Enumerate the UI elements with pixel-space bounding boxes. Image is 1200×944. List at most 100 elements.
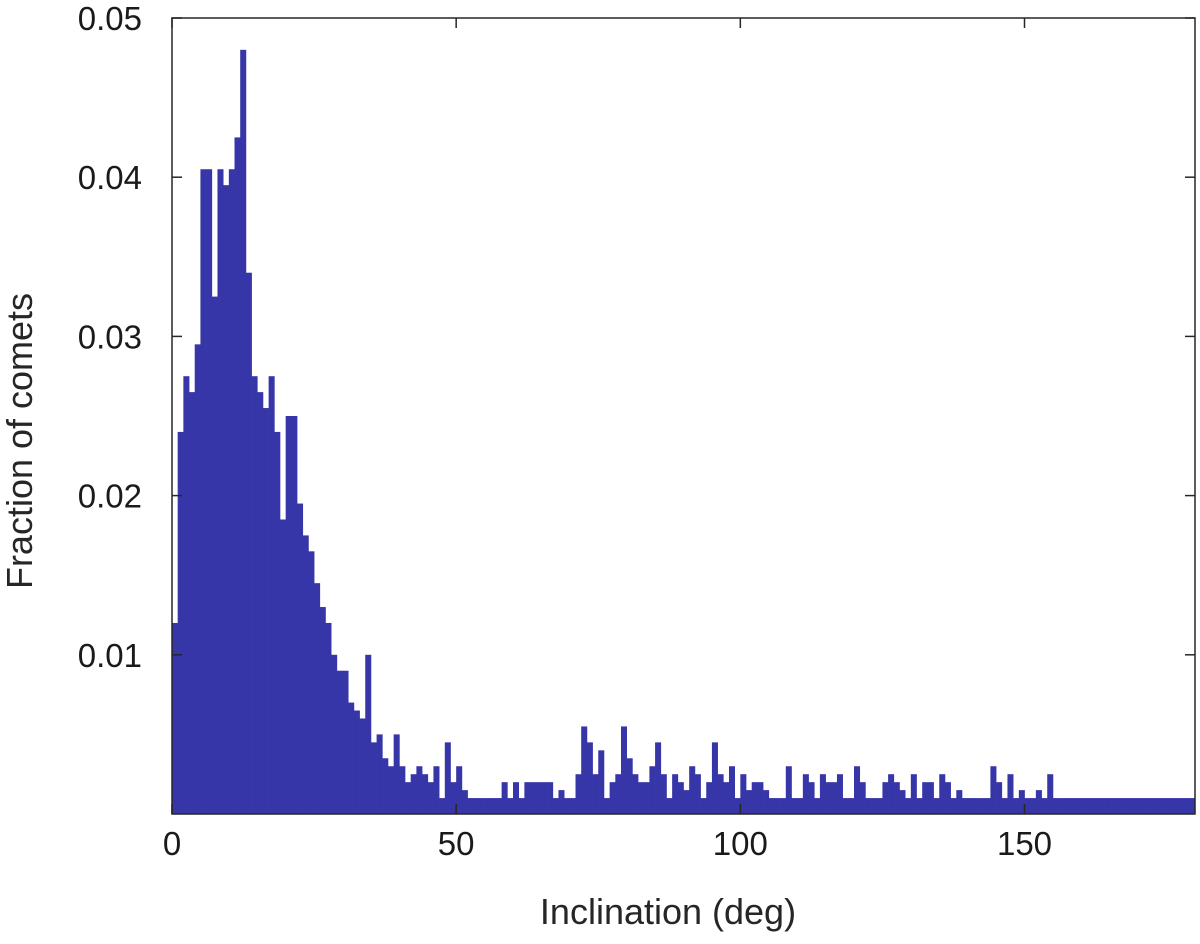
histogram-bar bbox=[1024, 798, 1031, 814]
histogram-bar bbox=[1052, 798, 1059, 814]
histogram-bar bbox=[700, 798, 707, 814]
histogram-bar bbox=[734, 798, 741, 814]
histogram-bar bbox=[1075, 798, 1082, 814]
histogram-bar bbox=[336, 670, 343, 814]
histogram-bar bbox=[990, 766, 997, 814]
histogram-bar bbox=[984, 798, 991, 814]
histogram-bar bbox=[916, 798, 923, 814]
histogram-bar bbox=[473, 798, 480, 814]
histogram-bar bbox=[825, 782, 832, 814]
y-tick-label: 0.01 bbox=[78, 637, 142, 674]
histogram-bar bbox=[331, 654, 338, 814]
histogram-bar bbox=[944, 782, 951, 814]
histogram-bar bbox=[797, 798, 804, 814]
histogram-bar bbox=[342, 670, 349, 814]
histogram-bar bbox=[1109, 798, 1116, 814]
x-tick-label: 150 bbox=[997, 825, 1052, 862]
histogram-bar bbox=[353, 710, 360, 814]
histogram-bar bbox=[774, 798, 781, 814]
histogram-bar bbox=[177, 431, 184, 814]
histogram-bar bbox=[683, 790, 690, 814]
histogram-bar bbox=[831, 782, 838, 814]
histogram-bar bbox=[740, 774, 747, 814]
histogram-bar bbox=[615, 774, 622, 814]
histogram-bar bbox=[189, 392, 196, 814]
histogram-bar bbox=[223, 185, 230, 814]
histogram-bar bbox=[439, 798, 446, 814]
y-tick-label: 0.02 bbox=[78, 478, 142, 515]
histogram-bar bbox=[677, 782, 684, 814]
histogram-bar bbox=[1126, 798, 1133, 814]
histogram-bar bbox=[1172, 798, 1179, 814]
histogram-bar bbox=[859, 782, 866, 814]
histogram-bar bbox=[518, 798, 525, 814]
histogram-bar bbox=[603, 798, 610, 814]
histogram-bar bbox=[1013, 798, 1020, 814]
histogram-bar bbox=[899, 790, 906, 814]
histogram-bar bbox=[933, 798, 940, 814]
histogram-bar bbox=[746, 790, 753, 814]
x-axis-label: Inclination (deg) bbox=[540, 891, 796, 932]
histogram-bar bbox=[422, 774, 429, 814]
histogram-bar bbox=[211, 296, 218, 815]
y-tick-label: 0.04 bbox=[78, 159, 142, 196]
histogram-bar bbox=[206, 169, 213, 815]
histogram-bar bbox=[939, 774, 946, 814]
histogram-bar bbox=[183, 376, 190, 814]
histogram-bar bbox=[552, 798, 559, 814]
histogram-bar bbox=[711, 742, 718, 814]
histogram-bar bbox=[780, 798, 787, 814]
histogram-bar bbox=[325, 622, 332, 814]
histogram-bar bbox=[871, 798, 878, 814]
histogram-bar bbox=[655, 742, 662, 814]
histogram-bar bbox=[728, 766, 735, 814]
histogram-bar bbox=[484, 798, 491, 814]
histogram-bar bbox=[1132, 798, 1139, 814]
histogram-bar bbox=[927, 782, 934, 814]
histogram-bar bbox=[251, 376, 258, 814]
histogram-bar bbox=[365, 654, 372, 814]
histogram-bar bbox=[217, 169, 224, 815]
histogram-bar bbox=[279, 519, 287, 814]
histogram-bar bbox=[393, 734, 400, 814]
histogram-bar bbox=[609, 782, 616, 814]
histogram-bar bbox=[882, 782, 889, 814]
histogram-bar bbox=[808, 782, 815, 814]
axis-ticks: 0 50 100 150 0.01 0.02 0.03 0.04 0.05 bbox=[78, 0, 1195, 862]
histogram-bar bbox=[405, 782, 412, 814]
histogram-bar bbox=[950, 798, 957, 814]
histogram-bar bbox=[751, 782, 758, 814]
histogram-bar bbox=[1166, 798, 1173, 814]
histogram-bar bbox=[757, 782, 764, 814]
histogram-bar bbox=[535, 782, 542, 814]
histogram-bar bbox=[1018, 790, 1025, 814]
x-tick-label: 0 bbox=[163, 825, 181, 862]
histogram-bar bbox=[814, 798, 821, 814]
histogram-bar bbox=[1183, 798, 1190, 814]
histogram-bar bbox=[478, 798, 485, 814]
histogram-bar bbox=[308, 551, 315, 814]
histogram-bar bbox=[1001, 798, 1008, 814]
histogram-bar bbox=[200, 169, 207, 815]
histogram-bar bbox=[819, 774, 826, 814]
histogram-bar bbox=[905, 798, 912, 814]
histogram-bar bbox=[996, 782, 1003, 814]
histogram-bar bbox=[297, 503, 304, 814]
histogram-bar bbox=[416, 766, 423, 814]
y-tick-label: 0.03 bbox=[78, 318, 142, 355]
histogram-bar bbox=[1160, 798, 1167, 814]
histogram-bar bbox=[763, 790, 770, 814]
histogram-bar bbox=[450, 782, 457, 814]
histogram-bar bbox=[240, 49, 247, 814]
histogram-bar bbox=[541, 782, 548, 814]
histogram-bar bbox=[961, 798, 969, 814]
histogram-bar bbox=[1092, 798, 1099, 814]
histogram-bar bbox=[228, 169, 235, 815]
histogram-bar bbox=[370, 742, 377, 814]
histogram-bar bbox=[302, 535, 309, 814]
histogram-bar bbox=[359, 718, 366, 814]
histogram-bar bbox=[694, 774, 701, 814]
histogram-bar bbox=[461, 790, 468, 814]
histogram-bar bbox=[427, 782, 434, 814]
